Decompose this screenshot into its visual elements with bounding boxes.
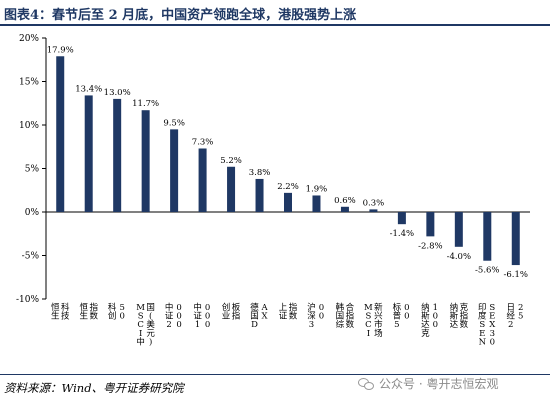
y-tick-label: 5% <box>25 165 40 175</box>
y-tick-label: -5% <box>22 252 40 262</box>
value-label: 0.6% <box>334 196 356 206</box>
value-label: 3.8% <box>249 168 271 178</box>
title-divider <box>0 24 550 26</box>
bar <box>170 129 179 212</box>
category-label: 科技 <box>61 302 70 322</box>
category-label: 恒生 <box>51 302 60 322</box>
category-label: 韩国综 <box>336 302 345 330</box>
category-label: 沪深 3 <box>307 302 316 330</box>
value-label: -5.6% <box>475 266 499 276</box>
value-label: -1.4% <box>390 229 414 239</box>
watermark: 公众号 · 粤开志恒宏观 <box>358 375 498 392</box>
category-label: 新兴市场 <box>374 302 383 339</box>
bar <box>84 95 93 212</box>
value-label: 13.0% <box>104 88 131 98</box>
y-tick-label: 0% <box>25 208 40 218</box>
category-label: 合指数 <box>346 302 355 330</box>
value-label: -4.0% <box>447 252 471 262</box>
y-tick-label: 15% <box>19 78 39 88</box>
source-note: 资料来源：Wind、粤开证券研究院 <box>4 381 184 395</box>
category-label: 德国 D <box>250 302 259 330</box>
category-label: 日经 2 <box>507 303 516 330</box>
category-label: 印度 S E N <box>478 302 487 347</box>
category-label: 纳斯达克 <box>421 302 430 339</box>
bar-chart: -10% -5% 0% 5% 10% 15% 20% 17.9% 13.4% 13.0%11.7… <box>16 34 530 347</box>
watermark-text: 公众号 · 粤开志恒宏观 <box>379 377 499 391</box>
category-label: 标普 5 <box>393 302 402 330</box>
y-tick-label: 10% <box>19 121 39 131</box>
value-label: -2.8% <box>418 241 442 251</box>
value-label: 0.3% <box>363 198 385 208</box>
y-tick-label: 20% <box>19 34 39 44</box>
category-label: 中证 2 <box>165 302 174 330</box>
bar <box>255 178 264 212</box>
category-label: 国(美元) <box>146 303 155 347</box>
value-label: 17.9% <box>47 45 74 55</box>
value-label: 5.2% <box>220 156 242 166</box>
bar <box>284 192 292 212</box>
category-label: 上证 <box>279 303 288 322</box>
category-label: 克指数 <box>460 303 469 330</box>
bar <box>340 206 349 212</box>
y-axis: -10% -5% 0% 5% 10% 15% 20% <box>16 34 530 305</box>
value-label: 2.2% <box>277 182 299 192</box>
category-label: 创业 <box>222 302 231 322</box>
category-label: 中证 1 <box>193 302 202 330</box>
value-label: -6.1% <box>504 270 528 280</box>
chart-title: 图表4：春节后至 2 月底，中国资产领跑全球，港股强势上涨 <box>4 8 357 23</box>
wechat-icon <box>358 377 375 391</box>
bar-series <box>56 56 520 266</box>
bar <box>483 212 492 261</box>
bar <box>511 212 520 266</box>
bar <box>198 148 207 212</box>
bar <box>369 209 378 212</box>
category-label: 纳斯达 <box>450 302 459 330</box>
value-label: 9.5% <box>163 118 185 128</box>
category-label: 指数 <box>89 302 98 322</box>
bar <box>227 166 236 212</box>
category-label: 科创 <box>108 302 117 322</box>
y-tick-label: -10% <box>16 295 39 305</box>
source-divider <box>0 374 550 375</box>
category-label: 板指 <box>232 302 241 322</box>
bar <box>397 212 406 225</box>
value-labels: 17.9% 13.4% 13.0%11.7% 9.5% 7.3% 5.2% 3.8% 2.2%… <box>47 45 528 280</box>
bar <box>113 98 122 212</box>
value-label: 11.7% <box>132 99 159 109</box>
bar <box>312 195 321 212</box>
category-label: 指数 <box>289 302 298 322</box>
bar <box>56 56 65 212</box>
category-label: 恒生 <box>79 302 88 322</box>
value-label: 1.9% <box>306 184 328 194</box>
bar <box>141 110 150 212</box>
bar <box>454 212 463 247</box>
bar <box>426 212 435 237</box>
value-label: 13.4% <box>75 84 102 94</box>
value-label: 7.3% <box>192 137 214 147</box>
